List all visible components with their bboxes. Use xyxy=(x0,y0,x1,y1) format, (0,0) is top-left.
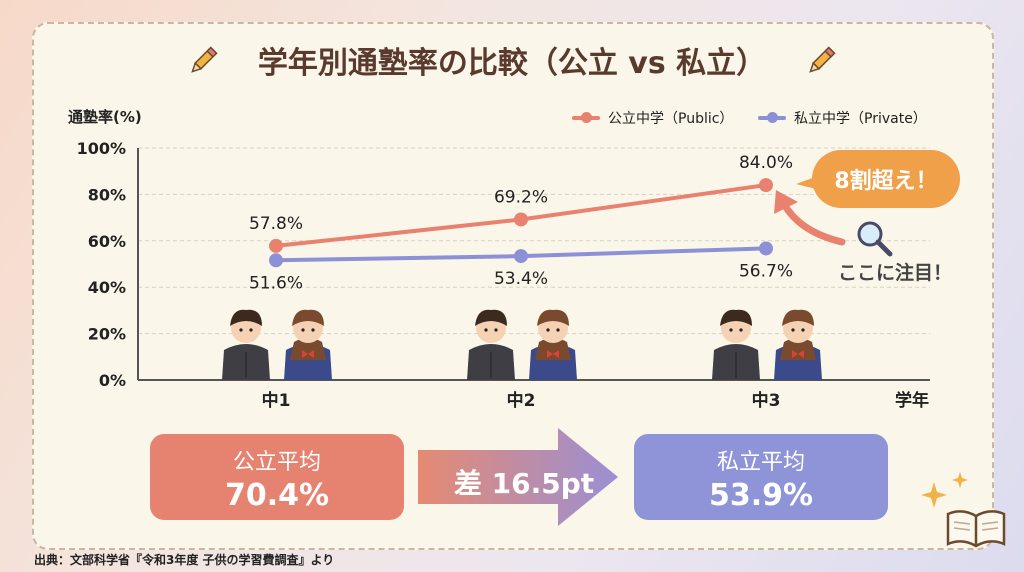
legend-item-private: 私立中学（Private） xyxy=(758,108,927,128)
data-point xyxy=(514,212,528,227)
girl-student-illustration xyxy=(529,309,577,380)
data-point xyxy=(269,253,283,268)
y-tick-label: 80% xyxy=(88,185,126,204)
pencil-icon xyxy=(809,46,836,73)
x-tick-label: 中1 xyxy=(262,390,291,411)
chart-title: 学年別通塾率の比較（公立 vs 私立） xyxy=(257,46,767,81)
public-average-label: 公立平均 xyxy=(232,450,321,475)
girl-student-illustration xyxy=(284,309,332,380)
girl-student-illustration xyxy=(774,309,822,380)
legend-swatch-public xyxy=(572,112,600,123)
boy-student-illustration xyxy=(712,309,760,380)
data-label: 56.7% xyxy=(739,261,793,281)
private-average-label: 私立平均 xyxy=(716,450,805,475)
boy-student-illustration xyxy=(222,309,270,380)
data-point xyxy=(759,178,773,193)
data-point xyxy=(514,249,528,264)
data-label: 51.6% xyxy=(249,273,303,293)
legend-label-private: 私立中学（Private） xyxy=(794,111,927,127)
boy-student-illustration xyxy=(467,309,515,380)
x-tick-label: 中2 xyxy=(507,390,536,411)
annotation-arrow-head xyxy=(774,190,798,214)
callout-bubble: 8割超え！ xyxy=(812,150,960,208)
data-label: 84.0% xyxy=(739,153,793,173)
magnifier-icon xyxy=(857,221,893,257)
y-tick-label: 40% xyxy=(88,278,126,297)
data-label: 57.8% xyxy=(249,214,303,234)
data-point xyxy=(269,238,283,253)
y-tick-label: 0% xyxy=(99,371,126,390)
data-label: 53.4% xyxy=(494,269,548,289)
x-axis-title: 学年 xyxy=(895,390,929,411)
private-average-box: 私立平均 53.9% xyxy=(634,434,888,520)
private-average-value: 53.9% xyxy=(708,478,814,513)
source-note: 出典：文部科学省『令和3年度 子供の学習費調査』より xyxy=(34,553,335,567)
y-tick-label: 20% xyxy=(88,325,126,344)
difference-arrow xyxy=(418,428,618,526)
x-tick-label: 中3 xyxy=(752,390,781,411)
legend-swatch-private xyxy=(758,112,786,123)
data-point xyxy=(759,241,773,256)
y-tick-label: 100% xyxy=(77,139,126,158)
public-average-box: 公立平均 70.4% xyxy=(150,434,404,520)
attention-note: ここに注目！ xyxy=(838,262,953,284)
data-label: 69.2% xyxy=(494,187,548,207)
public-average-value: 70.4% xyxy=(224,478,330,513)
book-icon xyxy=(946,510,1006,548)
legend-label-public: 公立中学（Public） xyxy=(608,111,734,127)
y-axis-label: 通塾率(%) xyxy=(68,108,142,126)
sparkle-icon xyxy=(921,472,968,508)
difference-label: 差 16.5pt xyxy=(453,467,595,500)
annotation-arrow xyxy=(780,200,846,246)
legend-item-public: 公立中学（Public） xyxy=(572,108,733,128)
y-tick-label: 60% xyxy=(88,232,126,251)
pencil-icon xyxy=(191,46,218,73)
